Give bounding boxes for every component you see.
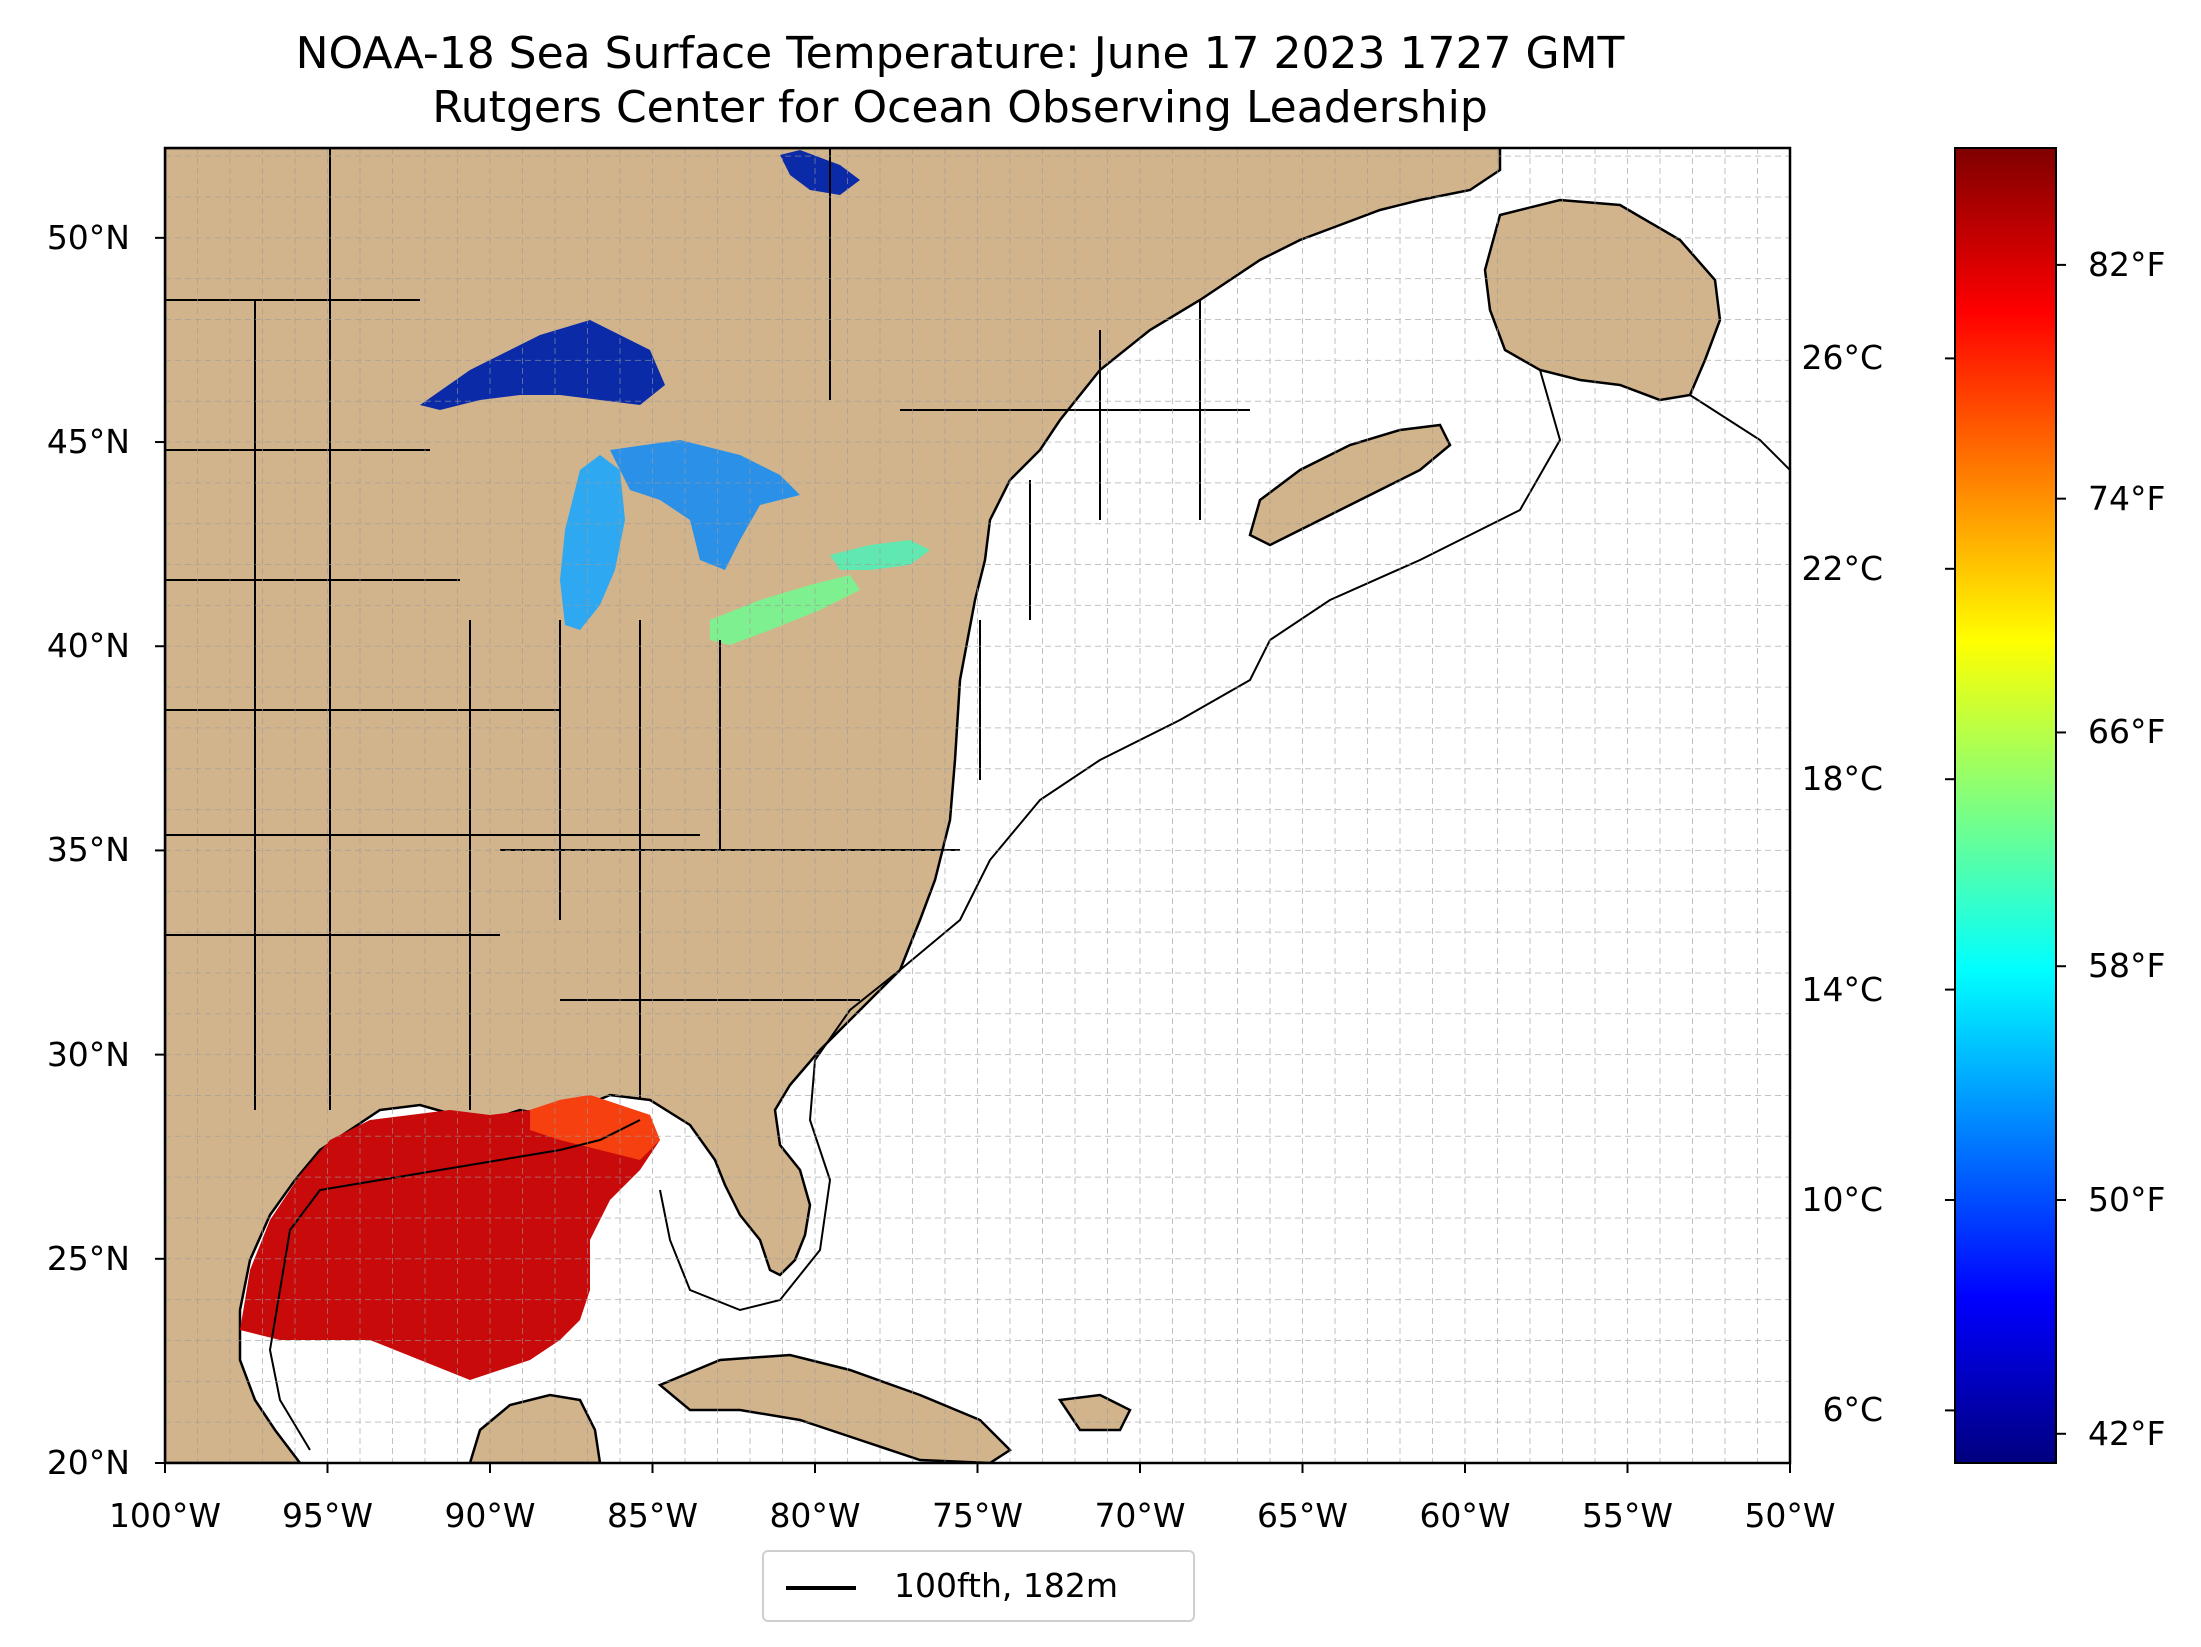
lon-tick-label: 95°W (281, 1496, 374, 1535)
legend: 100fth, 182m (762, 1550, 1195, 1622)
isobath-100fth-gulf (268, 1119, 641, 1451)
lat-tick-label: 25°N (46, 1238, 130, 1278)
map-ticks (155, 236, 1791, 1473)
colorbar-celsius-label: 6°C (1822, 1390, 1883, 1430)
lon-tick-label: 80°W (769, 1496, 861, 1535)
lon-tick-label: 65°W (1256, 1496, 1349, 1535)
lake-superior (420, 320, 665, 410)
figure-title: NOAA-18 Sea Surface Temperature: June 17… (295, 28, 1625, 79)
lat-tick-label: 40°N (46, 626, 130, 666)
lon-tick-label: 55°W (1581, 1496, 1674, 1535)
lake-erie (710, 575, 860, 645)
colorbar-fahrenheit-label: 82°F (2088, 244, 2166, 284)
gulf-sst-warm-edge (530, 1095, 660, 1160)
figure-subtitle: Rutgers Center for Ocean Observing Leade… (432, 82, 1488, 133)
colorbar-fahrenheit-label: 66°F (2088, 712, 2166, 752)
colorbar-fahrenheit-label: 74°F (2088, 478, 2166, 518)
colorbar-celsius-label: 26°C (1801, 338, 1883, 378)
hispaniola-land (1057, 1393, 1132, 1432)
isobath-100fth (659, 369, 1790, 1312)
map-gridlines (165, 148, 1790, 1463)
lake-winnipeg (780, 150, 860, 195)
lon-tick-label: 90°W (444, 1496, 536, 1535)
lake-huron (610, 440, 800, 570)
lon-tick-label: 75°W (931, 1496, 1024, 1535)
north-america-land (165, 148, 1502, 1463)
colorbar-fahrenheit-label: 58°F (2088, 946, 2166, 986)
lat-tick-label: 35°N (46, 830, 130, 870)
lon-tick-label: 100°W (108, 1496, 222, 1535)
colorbar-celsius-label: 10°C (1801, 1180, 1883, 1219)
legend-line-swatch (786, 1586, 856, 1590)
lon-tick-label: 70°W (1094, 1496, 1186, 1535)
nova-scotia-land (1248, 423, 1452, 547)
colorbar-celsius-label: 18°C (1801, 759, 1883, 799)
lon-tick-label: 85°W (606, 1496, 699, 1535)
colorbar-fahrenheit-label: 42°F (2088, 1413, 2166, 1453)
lon-tick-label: 50°W (1744, 1496, 1836, 1535)
colorbar-celsius-label: 14°C (1801, 969, 1883, 1009)
colorbar (1954, 147, 2057, 1464)
lat-tick-label: 30°N (46, 1034, 130, 1074)
colorbar-ticks (1945, 263, 2066, 1435)
lat-tick-label: 20°N (46, 1443, 130, 1482)
lake-ontario (830, 540, 930, 570)
lat-tick-label: 45°N (46, 422, 130, 462)
colorbar-fahrenheit-label: 50°F (2088, 1180, 2166, 1219)
lat-tick-label: 50°N (46, 217, 130, 257)
colorbar-celsius-label: 22°C (1801, 548, 1883, 588)
lon-tick-label: 60°W (1419, 1496, 1511, 1535)
political-borders (165, 148, 1250, 1110)
lake-michigan (560, 455, 625, 630)
yucatan-land (468, 1393, 602, 1463)
legend-label: 100fth, 182m (894, 1566, 1118, 1605)
